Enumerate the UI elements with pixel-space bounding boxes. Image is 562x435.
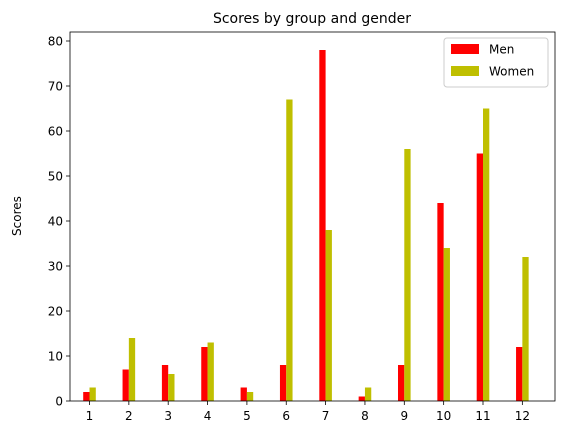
bar-men-1: [83, 392, 90, 401]
bar-men-2: [122, 369, 129, 401]
chart-title: Scores by group and gender: [213, 11, 411, 27]
x-tick-label: 12: [515, 409, 530, 423]
x-axis: 1 2 3 4 5 6 7 8 9 10 11 12: [86, 401, 530, 423]
y-tick-label: 50: [48, 170, 63, 184]
y-axis: 0 10 20 30 40 50 60 70 80: [48, 35, 70, 409]
x-tick-label: 10: [436, 409, 451, 423]
bar-women-9: [404, 149, 411, 401]
legend-label-women: Women: [489, 65, 534, 79]
bar-women-2: [128, 338, 136, 401]
y-tick-label: 30: [48, 260, 63, 274]
x-tick-label: 11: [475, 409, 490, 423]
bar-men-6: [279, 365, 287, 401]
bar-women-1: [89, 387, 96, 401]
bar-women-4: [207, 342, 214, 401]
x-tick-label: 6: [282, 409, 290, 423]
bars-layer: [83, 50, 529, 401]
bar-men-5: [240, 387, 247, 401]
y-axis-label: Scores: [10, 196, 24, 236]
bar-women-5: [246, 392, 254, 401]
bar-women-10: [443, 248, 450, 401]
x-tick-label: 8: [361, 409, 369, 423]
y-tick-label: 20: [48, 305, 63, 319]
bar-women-8: [364, 387, 372, 401]
bar-men-8: [358, 396, 365, 401]
x-tick-label: 4: [204, 409, 212, 423]
bar-men-12: [516, 347, 523, 401]
x-tick-label: 2: [125, 409, 133, 423]
bar-women-12: [522, 257, 529, 401]
y-tick-label: 10: [48, 350, 63, 364]
y-tick-label: 60: [48, 125, 63, 139]
y-tick-label: 0: [55, 395, 63, 409]
bar-men-10: [437, 203, 444, 401]
x-tick-label: 3: [164, 409, 172, 423]
y-tick-label: 40: [48, 215, 63, 229]
x-tick-label: 7: [322, 409, 330, 423]
plot-area: [70, 32, 555, 401]
plot-frame: [69, 31, 556, 402]
bar-women-7: [325, 230, 332, 401]
bar-women-11: [483, 108, 490, 401]
bar-men-7: [319, 50, 326, 401]
legend-swatch-women: [451, 66, 479, 76]
bar-women-6: [286, 99, 293, 401]
y-tick-label: 80: [48, 35, 63, 49]
y-tick-label: 70: [48, 80, 63, 94]
bar-women-3: [168, 374, 175, 401]
bar-men-11: [476, 153, 483, 401]
x-tick-label: 9: [400, 409, 408, 423]
legend-swatch-men: [451, 44, 479, 54]
x-tick-label: 1: [86, 409, 94, 423]
x-tick-label: 5: [243, 409, 251, 423]
legend: Men Women: [443, 37, 549, 88]
bar-men-3: [161, 365, 169, 401]
legend-label-men: Men: [489, 43, 514, 57]
bar-men-4: [201, 347, 208, 401]
bar-men-9: [398, 365, 405, 401]
